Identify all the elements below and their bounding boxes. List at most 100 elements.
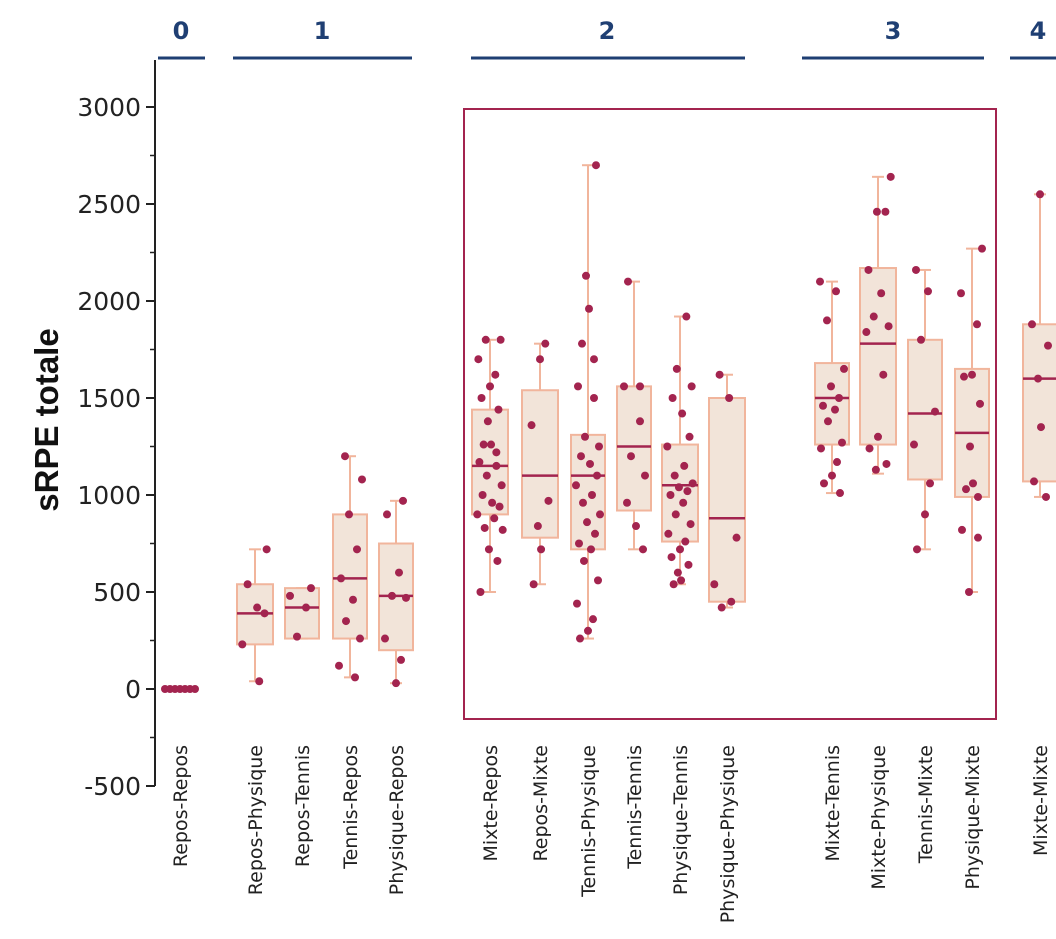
box-physique-repos xyxy=(378,496,414,688)
y-tick-label: 1000 xyxy=(77,481,141,510)
data-point xyxy=(580,556,588,565)
data-point xyxy=(823,316,831,325)
data-point xyxy=(341,452,349,461)
data-point xyxy=(255,677,264,686)
data-point xyxy=(1042,492,1050,501)
data-point xyxy=(865,444,874,453)
data-point xyxy=(592,161,600,170)
data-point xyxy=(627,452,635,461)
data-point xyxy=(862,328,871,337)
data-point xyxy=(871,465,880,474)
data-point xyxy=(238,640,247,649)
data-point xyxy=(593,471,601,480)
data-point xyxy=(926,479,934,488)
data-point xyxy=(960,372,968,381)
data-point xyxy=(966,442,974,451)
y-tick-label: 500 xyxy=(93,578,141,607)
data-point xyxy=(478,491,487,499)
data-point xyxy=(529,580,538,589)
data-point xyxy=(383,510,391,519)
box-tennis-mixte xyxy=(907,265,943,554)
box-repos-tennis xyxy=(284,584,320,641)
data-point xyxy=(620,382,628,391)
data-point xyxy=(253,603,262,612)
data-point xyxy=(536,355,544,364)
data-point xyxy=(641,471,649,480)
data-point xyxy=(345,510,353,519)
box-physique-physique xyxy=(708,370,746,612)
data-point xyxy=(639,545,647,554)
category-label: Physique-Mixte xyxy=(962,745,984,890)
data-point xyxy=(591,529,599,538)
data-point xyxy=(399,496,407,505)
data-point xyxy=(481,335,490,344)
box-physique-mixte xyxy=(954,244,990,596)
data-point xyxy=(262,545,271,554)
data-point xyxy=(486,382,494,391)
category-label: Repos-Physique xyxy=(245,745,267,895)
data-point xyxy=(727,597,736,606)
data-point xyxy=(1030,477,1038,486)
data-point xyxy=(582,271,590,280)
box-repos-repos xyxy=(161,685,199,693)
category-label: Tennis-Physique xyxy=(578,745,600,898)
data-point xyxy=(666,491,675,499)
data-point xyxy=(679,498,688,507)
box-mixte-repos xyxy=(471,335,509,596)
data-point xyxy=(477,394,486,402)
data-point xyxy=(921,510,929,519)
data-point xyxy=(833,458,841,467)
data-point xyxy=(475,458,484,467)
data-point xyxy=(395,568,403,577)
data-point xyxy=(496,335,505,344)
data-point xyxy=(912,265,920,274)
data-point xyxy=(676,545,684,554)
data-point xyxy=(671,510,680,519)
data-point xyxy=(581,432,589,441)
data-point xyxy=(483,417,492,426)
data-point xyxy=(667,553,676,562)
data-point xyxy=(243,580,252,589)
box-tennis-repos xyxy=(332,452,368,682)
data-point xyxy=(260,609,269,618)
category-label: Mixte-Physique xyxy=(868,745,890,890)
y-tick-label: 3000 xyxy=(77,93,141,122)
data-point xyxy=(474,355,483,364)
data-point xyxy=(664,529,673,538)
box-tennis-tennis xyxy=(616,277,652,554)
data-point xyxy=(576,634,584,643)
data-point xyxy=(957,289,965,298)
data-point xyxy=(541,339,550,348)
data-point xyxy=(636,417,644,426)
y-tick-label: 2500 xyxy=(77,190,141,219)
highlight-frame xyxy=(463,108,997,720)
data-point xyxy=(293,632,301,641)
box-repos-mixte xyxy=(521,339,559,589)
data-point xyxy=(864,265,873,274)
data-point xyxy=(577,452,585,461)
data-point xyxy=(674,483,683,492)
data-point xyxy=(479,440,488,449)
data-point xyxy=(678,409,687,418)
data-point xyxy=(578,339,586,348)
box-iqr xyxy=(708,397,746,603)
data-point xyxy=(484,545,493,554)
data-point xyxy=(910,440,918,449)
data-point xyxy=(824,417,832,426)
data-point xyxy=(976,399,984,408)
box-mixte-tennis xyxy=(814,277,850,498)
category-label: Repos-Repos xyxy=(170,745,192,867)
data-point xyxy=(1036,190,1044,199)
category-label: Physique-Physique xyxy=(717,745,739,923)
data-point xyxy=(1044,341,1052,350)
data-point xyxy=(725,394,734,402)
data-point xyxy=(715,370,724,379)
data-point xyxy=(1034,374,1042,383)
data-point xyxy=(924,287,932,296)
data-point xyxy=(677,576,686,585)
group-label: 1 xyxy=(314,17,331,45)
data-point xyxy=(931,407,939,416)
category-label: Repos-Mixte xyxy=(530,745,552,862)
data-point xyxy=(684,560,693,569)
